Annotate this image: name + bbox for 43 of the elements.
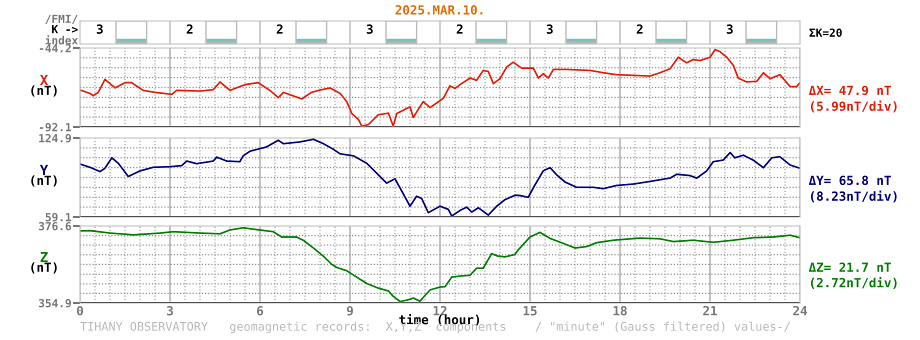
text: (5.99nT/div) <box>810 100 897 112</box>
data-label: 3 <box>96 24 103 34</box>
x-tick-label: 15 <box>524 306 537 316</box>
text: 2025.MAR.10. <box>396 5 482 15</box>
line-series <box>80 138 800 217</box>
y-tick-label: 376.6 <box>38 222 72 230</box>
y-axis-title: X <box>40 74 48 86</box>
text: (nT) <box>31 175 57 187</box>
x-tick-label: 6 <box>257 306 264 316</box>
x-tick-label: 12 <box>434 306 446 316</box>
text: (nT) <box>31 262 57 274</box>
line-series <box>80 48 800 127</box>
text: /FMI/ <box>45 14 78 24</box>
y-tick-label: 354.9 <box>38 298 71 308</box>
x-tick-label: 9 <box>346 306 353 316</box>
line-series <box>80 226 800 302</box>
data-label: 3 <box>546 24 553 34</box>
data-label: 3 <box>366 24 373 34</box>
data-label: 2 <box>456 24 463 34</box>
data-label: 2 <box>636 24 643 34</box>
y-tick-label: -92.1 <box>40 122 72 132</box>
text: ΣK=20 <box>810 28 842 37</box>
text: ΔZ= 21.7 nT <box>808 262 891 272</box>
text: ΔY= 65.8 nT <box>808 176 891 186</box>
x-tick-label: 24 <box>793 306 807 316</box>
text: K -> <box>52 25 78 34</box>
data-label: 2 <box>186 24 193 34</box>
data-label: 2 <box>276 24 283 34</box>
y-axis-title: Z <box>40 252 48 262</box>
x-tick-label: 18 <box>614 306 627 316</box>
text: ΔX= 47.9 nT <box>808 86 891 96</box>
data-label: 3 <box>726 24 733 34</box>
x-tick-label: 3 <box>167 306 173 316</box>
y-tick-label: 59.1 <box>46 213 72 222</box>
x-tick-label: 0 <box>76 306 84 316</box>
text: (nT) <box>31 85 57 97</box>
text: (2.72nT/div) <box>810 277 897 289</box>
x-tick-label: 21 <box>703 306 717 316</box>
y-tick-label: -44.2 <box>40 44 71 52</box>
text: index <box>46 35 78 44</box>
y-tick-label: 124.9 <box>39 134 71 142</box>
y-axis-title: Y <box>40 164 48 176</box>
text: (8.23nT/div) <box>810 190 897 202</box>
